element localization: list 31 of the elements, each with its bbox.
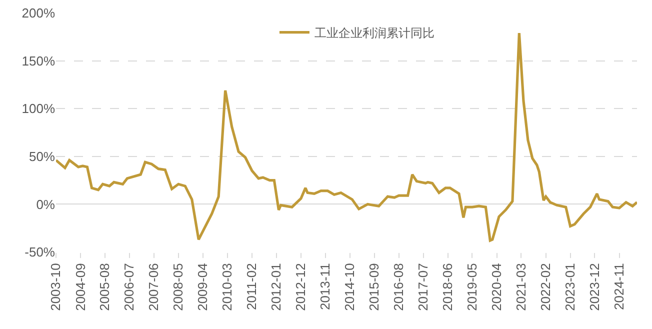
x-tick-label: 2013-11 bbox=[318, 263, 333, 310]
x-tick-label: 2012-12 bbox=[293, 263, 308, 311]
x-tick-label: 2014-10 bbox=[342, 263, 358, 311]
y-tick-label: 0% bbox=[36, 196, 56, 212]
x-tick-label: 2022-02 bbox=[538, 263, 554, 311]
x-tick-label: 2007-06 bbox=[146, 263, 162, 311]
x-tick-label: 2006-07 bbox=[122, 263, 137, 311]
x-tick-label: 2005-08 bbox=[97, 263, 112, 311]
x-tick-label: 2003-10 bbox=[48, 263, 64, 311]
legend-label: 工业企业利润累计同比 bbox=[314, 26, 434, 40]
x-tick-label: 2019-05 bbox=[464, 263, 480, 311]
x-tick-label: 2010-03 bbox=[220, 263, 235, 311]
x-tick-label: 2021-03 bbox=[513, 263, 528, 311]
x-tick-label: 2023-01 bbox=[562, 263, 578, 311]
y-tick-label: 150% bbox=[22, 53, 56, 68]
y-tick-label: 200% bbox=[22, 6, 56, 21]
x-tick-label: 2015-09 bbox=[366, 263, 382, 311]
x-tick-label: 2020-04 bbox=[489, 263, 504, 311]
x-tick-label: 2004-09 bbox=[72, 263, 88, 311]
y-tick-label: 100% bbox=[22, 101, 56, 116]
x-tick-label: 2023-12 bbox=[586, 263, 602, 311]
x-tick-label: 2016-08 bbox=[391, 263, 406, 311]
x-tick-label: 2024-11 bbox=[612, 263, 627, 310]
x-tick-label: 2018-06 bbox=[440, 263, 456, 311]
y-tick-label: -50% bbox=[24, 244, 56, 260]
x-tick-label: 2011-02 bbox=[244, 263, 260, 310]
x-tick-label: 2008-05 bbox=[170, 263, 186, 311]
x-tick-label: 2009-04 bbox=[195, 263, 210, 311]
x-tick-label: 2017-07 bbox=[416, 263, 431, 311]
y-tick-label: 50% bbox=[28, 148, 56, 164]
x-tick-label: 2012-01 bbox=[268, 263, 284, 311]
